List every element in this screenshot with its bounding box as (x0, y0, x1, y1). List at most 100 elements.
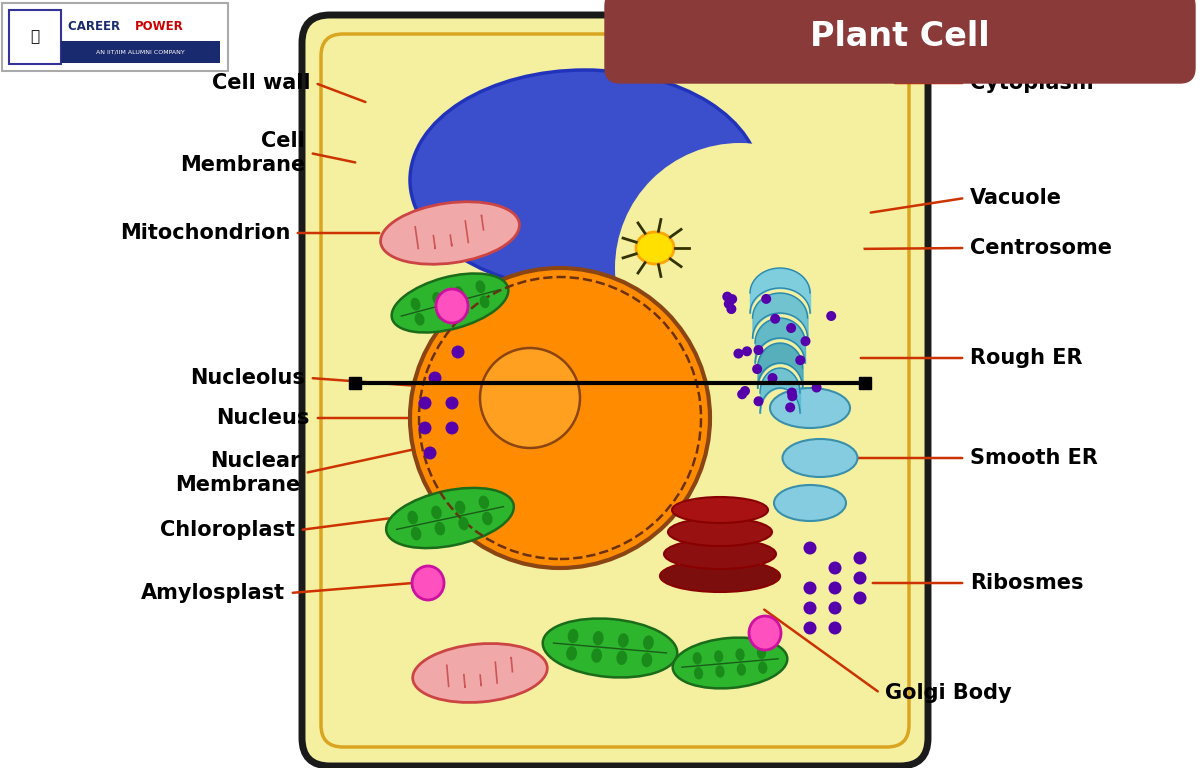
Ellipse shape (737, 664, 746, 676)
Text: CAREER: CAREER (68, 19, 125, 32)
Ellipse shape (480, 296, 490, 308)
Ellipse shape (668, 518, 772, 546)
Ellipse shape (428, 372, 442, 385)
Ellipse shape (386, 488, 514, 548)
Ellipse shape (412, 566, 444, 600)
Text: Vacuole: Vacuole (970, 188, 1062, 208)
Ellipse shape (660, 560, 780, 592)
Ellipse shape (785, 402, 796, 412)
Ellipse shape (672, 497, 768, 523)
Ellipse shape (391, 273, 509, 333)
Ellipse shape (454, 286, 463, 299)
Ellipse shape (804, 581, 816, 594)
Ellipse shape (568, 629, 578, 644)
Text: Golgi Body: Golgi Body (886, 683, 1012, 703)
Ellipse shape (424, 446, 437, 459)
Ellipse shape (736, 648, 745, 660)
Ellipse shape (434, 521, 445, 535)
Ellipse shape (782, 439, 858, 477)
Ellipse shape (413, 644, 547, 703)
Ellipse shape (804, 601, 816, 614)
Ellipse shape (643, 635, 654, 650)
Ellipse shape (616, 143, 865, 393)
Ellipse shape (475, 280, 485, 293)
Ellipse shape (754, 396, 763, 406)
Ellipse shape (673, 637, 787, 688)
Ellipse shape (770, 388, 850, 428)
Ellipse shape (618, 633, 629, 647)
Ellipse shape (740, 386, 750, 396)
FancyBboxPatch shape (605, 0, 1195, 83)
Ellipse shape (410, 268, 710, 568)
Ellipse shape (415, 313, 425, 326)
Ellipse shape (542, 618, 677, 677)
Ellipse shape (419, 396, 432, 409)
Ellipse shape (761, 294, 772, 304)
Ellipse shape (853, 551, 866, 564)
Ellipse shape (455, 501, 466, 515)
Text: Nucleolus: Nucleolus (190, 368, 305, 388)
Ellipse shape (757, 647, 766, 659)
Ellipse shape (592, 648, 602, 663)
Ellipse shape (727, 294, 737, 304)
Ellipse shape (853, 591, 866, 604)
Ellipse shape (768, 373, 778, 383)
Ellipse shape (694, 667, 703, 680)
Ellipse shape (828, 581, 841, 594)
Text: Nucleus: Nucleus (217, 408, 310, 428)
Ellipse shape (617, 650, 628, 665)
Ellipse shape (733, 349, 744, 359)
Ellipse shape (804, 541, 816, 554)
Ellipse shape (458, 517, 469, 531)
Ellipse shape (458, 301, 468, 314)
Ellipse shape (828, 621, 841, 634)
Ellipse shape (726, 304, 737, 314)
Ellipse shape (410, 527, 421, 541)
Text: Cell
Membrane: Cell Membrane (180, 131, 305, 174)
Ellipse shape (758, 661, 767, 674)
Ellipse shape (827, 311, 836, 321)
Ellipse shape (770, 314, 780, 324)
Ellipse shape (800, 336, 810, 346)
Ellipse shape (636, 232, 674, 264)
Ellipse shape (566, 646, 577, 660)
Ellipse shape (722, 292, 732, 302)
Text: 🏃: 🏃 (30, 29, 40, 45)
FancyBboxPatch shape (2, 3, 228, 71)
Text: Nuclear
Membrane: Nuclear Membrane (175, 452, 300, 495)
Ellipse shape (642, 653, 653, 667)
Text: AN IIT/IIM ALUMNI COMPANY: AN IIT/IIM ALUMNI COMPANY (96, 49, 185, 55)
Text: Mitochondrion: Mitochondrion (120, 223, 290, 243)
Ellipse shape (437, 307, 446, 319)
Text: Rough ER: Rough ER (970, 348, 1082, 368)
Ellipse shape (749, 616, 781, 650)
Text: Smooth ER: Smooth ER (970, 448, 1098, 468)
Ellipse shape (804, 621, 816, 634)
Ellipse shape (445, 422, 458, 435)
Ellipse shape (445, 396, 458, 409)
Ellipse shape (853, 571, 866, 584)
Ellipse shape (811, 382, 822, 392)
Ellipse shape (436, 289, 468, 323)
Ellipse shape (786, 323, 796, 333)
Text: Chloroplast: Chloroplast (160, 520, 295, 540)
Text: Cell wall: Cell wall (211, 73, 310, 93)
Ellipse shape (754, 345, 763, 355)
Ellipse shape (432, 292, 442, 305)
Ellipse shape (407, 511, 418, 525)
Ellipse shape (737, 389, 748, 399)
Ellipse shape (451, 346, 464, 359)
Ellipse shape (724, 299, 733, 309)
Ellipse shape (480, 348, 580, 448)
Ellipse shape (380, 202, 520, 264)
Ellipse shape (828, 601, 841, 614)
Ellipse shape (774, 485, 846, 521)
Text: POWER: POWER (134, 19, 184, 32)
Text: Plant Cell: Plant Cell (810, 21, 990, 54)
Ellipse shape (796, 355, 805, 365)
Ellipse shape (787, 388, 797, 398)
Text: Ribosmes: Ribosmes (970, 573, 1084, 593)
Ellipse shape (431, 505, 442, 519)
Ellipse shape (752, 364, 762, 374)
Ellipse shape (742, 346, 752, 356)
